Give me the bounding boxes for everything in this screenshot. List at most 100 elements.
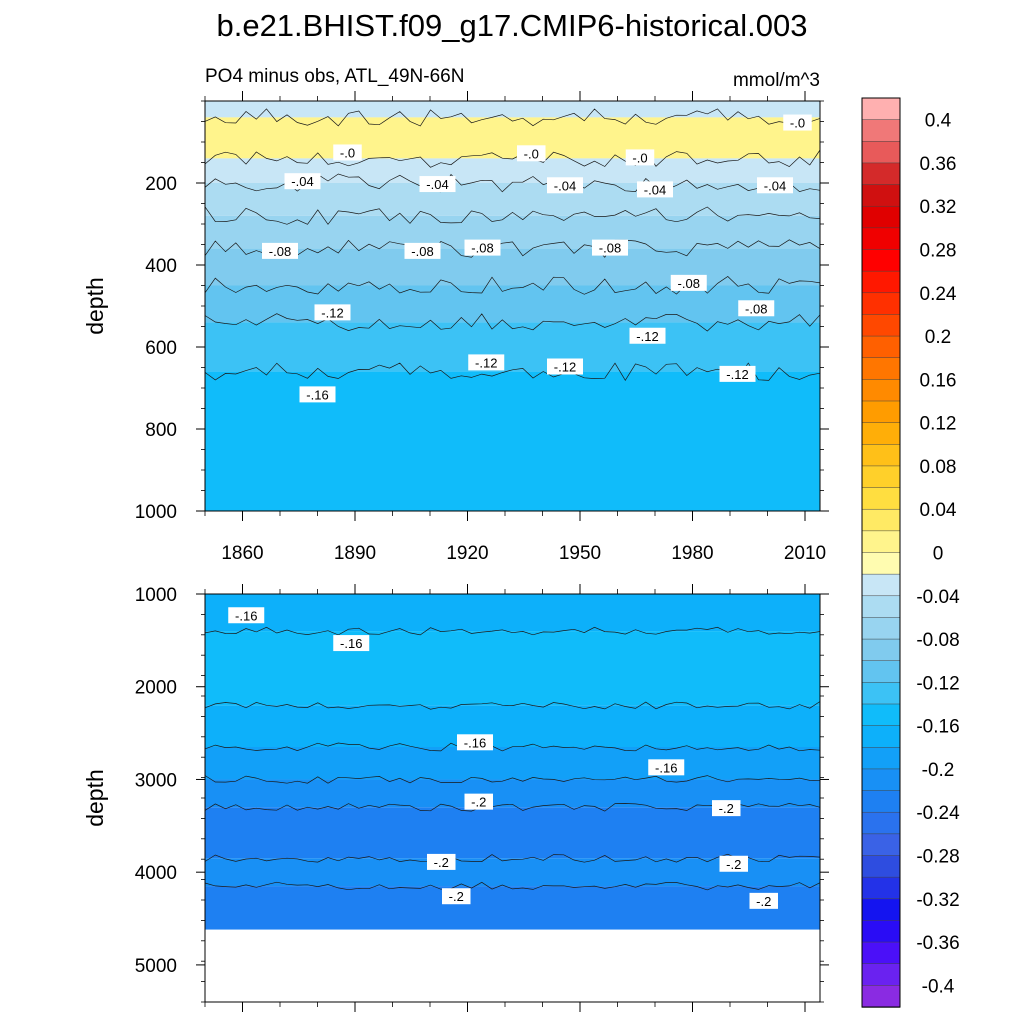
contour-line bbox=[204, 853, 821, 863]
contour-line bbox=[204, 108, 821, 127]
contour-label: -.08 bbox=[404, 242, 441, 259]
svg-text:-.12: -.12 bbox=[321, 305, 343, 320]
colorbar-swatch bbox=[861, 119, 901, 143]
contour-label: -.16 bbox=[648, 759, 685, 776]
colorbar-label: -0.32 bbox=[916, 890, 959, 911]
colorbar-label: -0.16 bbox=[916, 717, 959, 738]
contour-band bbox=[205, 322, 820, 372]
x-tick-label: 1860 bbox=[221, 543, 263, 564]
svg-text:-.2: -.2 bbox=[719, 801, 734, 816]
colorbar: 0.4 0.36 0.32 0.28 0.24 0.2 0.16 0.12 0.08 0.04 0 -… bbox=[861, 97, 960, 1008]
contour-band bbox=[205, 705, 820, 747]
contour-line bbox=[204, 362, 821, 381]
contour-label: -.08 bbox=[592, 239, 628, 256]
x-tick-label: 1980 bbox=[671, 543, 713, 564]
contour-label: -.16 bbox=[228, 607, 265, 624]
contour-label: -.0 bbox=[625, 149, 655, 166]
svg-text:-.12: -.12 bbox=[554, 360, 576, 375]
y-tick-label: 1000 bbox=[135, 585, 177, 606]
contour-line bbox=[204, 149, 821, 168]
contour-label: -.2 bbox=[464, 793, 493, 810]
colorbar-swatch bbox=[861, 162, 901, 186]
colorbar-label: -0.12 bbox=[916, 673, 959, 694]
colorbar-swatch bbox=[861, 314, 901, 337]
colorbar-swatch bbox=[861, 876, 901, 900]
colorbar-swatch bbox=[861, 595, 901, 619]
colorbar-label: -0.24 bbox=[916, 803, 960, 824]
colorbar-swatch bbox=[861, 422, 901, 446]
contour-line bbox=[204, 313, 821, 332]
colorbar-swatch bbox=[861, 768, 901, 792]
colorbar-swatch bbox=[861, 963, 901, 987]
colorbar-swatch bbox=[861, 184, 901, 207]
colorbar-swatch bbox=[861, 357, 901, 381]
svg-text:-.08: -.08 bbox=[745, 301, 767, 316]
contour-label: -.08 bbox=[738, 300, 775, 317]
y-tick-label: 600 bbox=[145, 338, 177, 359]
colorbar-label: 0.28 bbox=[920, 241, 957, 262]
contour-line bbox=[204, 881, 821, 891]
contour-band bbox=[205, 747, 820, 780]
y-tick-label: 5000 bbox=[135, 956, 177, 977]
contour-band bbox=[205, 285, 820, 323]
svg-text:-.16: -.16 bbox=[306, 387, 328, 402]
colorbar-swatch bbox=[861, 617, 901, 640]
contour-line bbox=[204, 775, 821, 784]
x-tick-label: 2010 bbox=[784, 543, 826, 564]
colorbar-swatch bbox=[861, 465, 901, 489]
svg-text:-.08: -.08 bbox=[471, 241, 493, 256]
svg-text:-.2: -.2 bbox=[756, 894, 771, 909]
colorbar-swatch bbox=[861, 811, 901, 835]
lower-panel: -.16 -.16 -.16 -.16 -.2 -.2 -.2 -.2 -.2 -.2 1000 20… bbox=[82, 584, 829, 1012]
colorbar-swatch bbox=[861, 141, 901, 164]
colorbar-swatch bbox=[861, 898, 901, 922]
y-axis-label: depth bbox=[82, 277, 108, 335]
contour-line bbox=[204, 239, 821, 258]
svg-text:-.04: -.04 bbox=[764, 178, 786, 193]
contour-band bbox=[205, 858, 820, 887]
contour-label: -.0 bbox=[333, 144, 362, 161]
colorbar-label: 0.36 bbox=[920, 154, 957, 175]
svg-text:-.04: -.04 bbox=[554, 178, 576, 193]
colorbar-swatch bbox=[861, 379, 901, 402]
colorbar-swatch bbox=[861, 227, 901, 251]
colorbar-label: 0.08 bbox=[920, 457, 957, 478]
y-tick-label: 400 bbox=[145, 256, 177, 277]
colorbar-swatch bbox=[861, 833, 901, 857]
subtitle-left: PO4 minus obs, ATL_49N-66N bbox=[205, 66, 464, 87]
subtitle-right: mmol/m^3 bbox=[733, 70, 820, 91]
y-tick-label: 3000 bbox=[135, 770, 177, 791]
colorbar-swatch bbox=[861, 249, 901, 272]
contour-label: -.2 bbox=[749, 892, 778, 909]
svg-text:-.08: -.08 bbox=[411, 244, 433, 259]
colorbar-swatch bbox=[861, 508, 901, 532]
colorbar-label: -0.2 bbox=[922, 760, 955, 781]
contour-label: -.2 bbox=[712, 800, 741, 817]
svg-text:-.16: -.16 bbox=[235, 608, 257, 623]
colorbar-label: 0.32 bbox=[920, 197, 957, 218]
y-tick-label: 2000 bbox=[135, 678, 177, 699]
colorbar-swatch bbox=[861, 703, 901, 727]
y-axis-label: depth bbox=[82, 769, 108, 827]
x-tick-label: 1950 bbox=[559, 543, 601, 564]
colorbar-swatch bbox=[861, 855, 901, 878]
contour-band bbox=[205, 101, 820, 118]
svg-text:-.16: -.16 bbox=[655, 760, 677, 775]
svg-text:-.0: -.0 bbox=[790, 116, 805, 131]
contour-band bbox=[205, 248, 820, 286]
contour-label: -.04 bbox=[419, 176, 456, 193]
contour-label: -.2 bbox=[719, 855, 748, 872]
x-tick-label: 1890 bbox=[334, 543, 376, 564]
contour-label: -.16 bbox=[333, 635, 370, 652]
svg-text:-.04: -.04 bbox=[291, 174, 313, 189]
y-tick-label: 800 bbox=[145, 420, 177, 441]
colorbar-swatch bbox=[861, 660, 901, 684]
colorbar-swatch bbox=[861, 400, 901, 424]
contour-label: -.16 bbox=[457, 734, 493, 751]
svg-text:-.0: -.0 bbox=[632, 150, 647, 165]
chart-title: b.e21.BHIST.f09_g17.CMIP6-historical.003 bbox=[216, 8, 807, 43]
colorbar-label: 0.16 bbox=[920, 370, 957, 391]
contour-label: -.04 bbox=[284, 173, 321, 190]
svg-text:-.2: -.2 bbox=[449, 889, 464, 904]
